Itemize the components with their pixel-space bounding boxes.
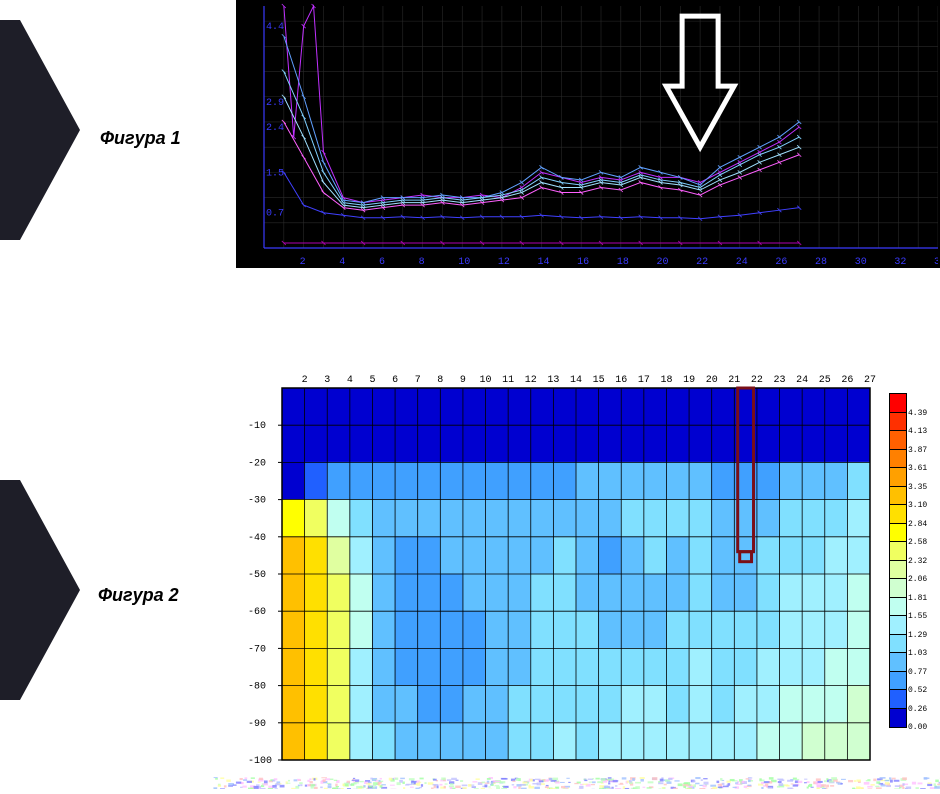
svg-text:-10: -10 (248, 421, 266, 432)
svg-text:20: 20 (706, 375, 718, 386)
svg-text:16: 16 (615, 375, 627, 386)
svg-text:1.5: 1.5 (266, 168, 284, 179)
svg-text:17: 17 (638, 375, 650, 386)
svg-text:14: 14 (570, 375, 582, 386)
svg-text:5: 5 (369, 375, 375, 386)
svg-text:2: 2 (300, 257, 306, 266)
svg-text:2.4: 2.4 (266, 123, 284, 134)
svg-text:-60: -60 (248, 607, 266, 618)
svg-text:26: 26 (775, 257, 787, 266)
svg-text:10: 10 (480, 375, 492, 386)
svg-text:16: 16 (577, 257, 589, 266)
chevron-fig2 (0, 480, 80, 700)
noise-bar (210, 776, 940, 788)
svg-text:-80: -80 (248, 682, 266, 693)
svg-text:11: 11 (502, 375, 514, 386)
svg-text:-90: -90 (248, 719, 266, 730)
svg-text:18: 18 (617, 257, 629, 266)
svg-text:4.4: 4.4 (266, 22, 284, 33)
svg-text:32: 32 (894, 257, 906, 266)
svg-text:-70: -70 (248, 644, 266, 655)
svg-text:26: 26 (841, 375, 853, 386)
svg-text:8: 8 (437, 375, 443, 386)
svg-text:15: 15 (593, 375, 605, 386)
svg-text:24: 24 (736, 257, 748, 266)
svg-text:23: 23 (774, 375, 786, 386)
svg-text:4: 4 (347, 375, 353, 386)
svg-text:7: 7 (415, 375, 421, 386)
svg-text:-100: -100 (248, 756, 272, 767)
svg-text:34: 34 (934, 257, 938, 266)
fig2-plot-svg: 2345678910111213141516171819202122232425… (236, 368, 940, 768)
svg-text:12: 12 (525, 375, 537, 386)
svg-text:3: 3 (324, 375, 330, 386)
svg-text:27: 27 (864, 375, 876, 386)
svg-text:0.7: 0.7 (266, 209, 284, 220)
svg-text:2: 2 (302, 375, 308, 386)
svg-text:20: 20 (656, 257, 668, 266)
svg-text:-40: -40 (248, 533, 266, 544)
svg-text:6: 6 (379, 257, 385, 266)
svg-text:18: 18 (660, 375, 672, 386)
svg-text:9: 9 (460, 375, 466, 386)
svg-text:28: 28 (815, 257, 827, 266)
svg-text:10: 10 (458, 257, 470, 266)
svg-text:4: 4 (339, 257, 345, 266)
colorbar-legend: 4.394.133.873.613.353.102.842.582.322.06… (890, 394, 940, 727)
svg-text:6: 6 (392, 375, 398, 386)
svg-text:30: 30 (855, 257, 867, 266)
svg-text:8: 8 (419, 257, 425, 266)
svg-text:-20: -20 (248, 458, 266, 469)
svg-text:22: 22 (696, 257, 708, 266)
svg-text:25: 25 (819, 375, 831, 386)
svg-text:14: 14 (538, 257, 550, 266)
svg-text:19: 19 (683, 375, 695, 386)
label-fig2: Фигура 2 (98, 585, 179, 606)
svg-text:12: 12 (498, 257, 510, 266)
svg-text:24: 24 (796, 375, 808, 386)
svg-text:22: 22 (751, 375, 763, 386)
figure-2-heatmap: 2345678910111213141516171819202122232425… (236, 368, 940, 768)
fig1-plot-svg: 0.71.52.42.94.42468101214161820222426283… (238, 2, 938, 266)
svg-text:-50: -50 (248, 570, 266, 581)
svg-text:2.9: 2.9 (266, 98, 284, 109)
label-fig1: Фигура 1 (100, 128, 181, 149)
chevron-fig1 (0, 20, 80, 240)
svg-text:-30: -30 (248, 496, 266, 507)
svg-text:13: 13 (547, 375, 559, 386)
figure-1-line-chart: 0.71.52.42.94.42468101214161820222426283… (236, 0, 940, 268)
svg-text:21: 21 (728, 375, 740, 386)
